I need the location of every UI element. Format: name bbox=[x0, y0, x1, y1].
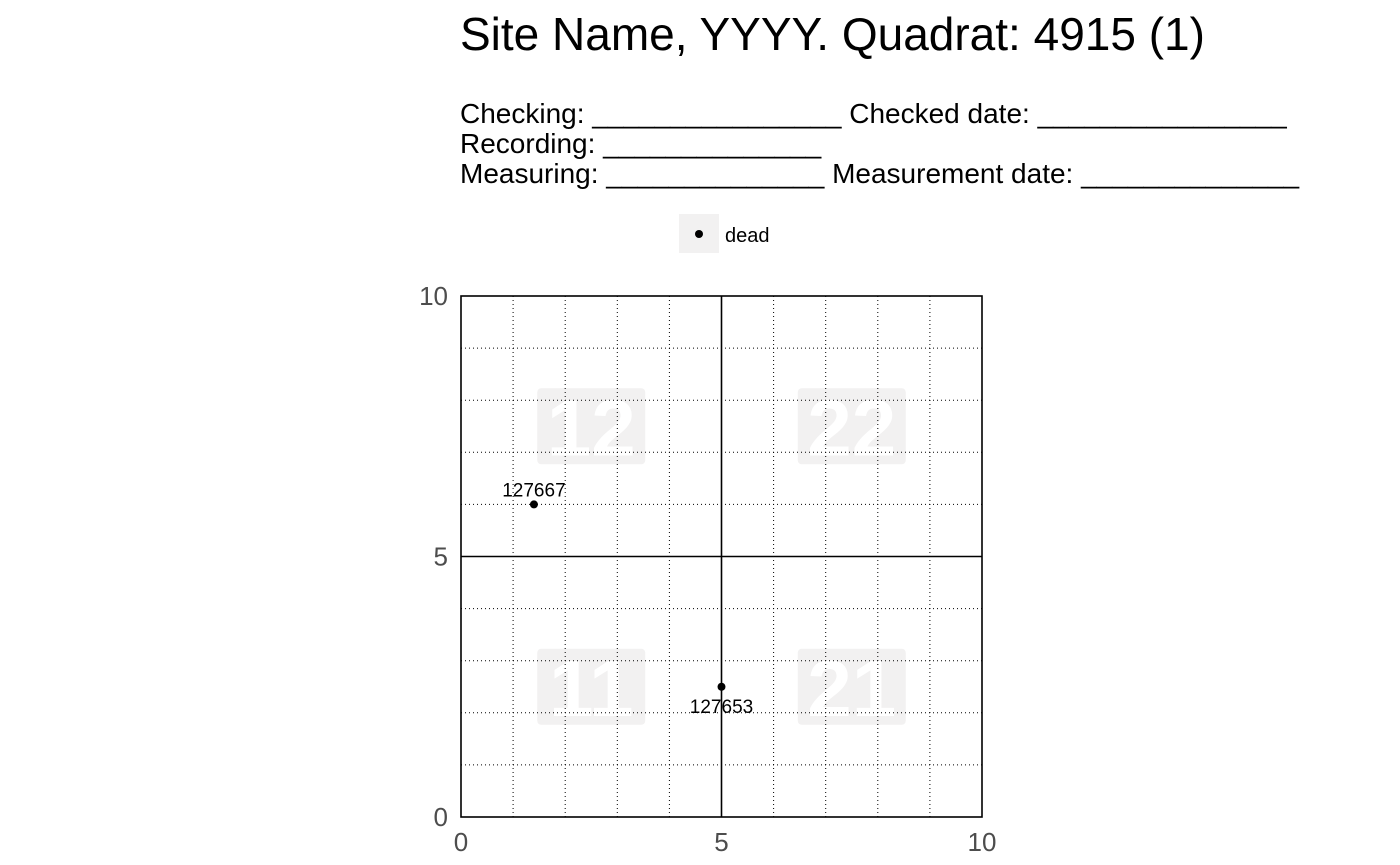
subtitle-recording-line: Recording: ______________ bbox=[460, 128, 822, 159]
y-tick-label: 5 bbox=[434, 542, 448, 572]
legend: dead bbox=[679, 214, 770, 253]
subquadrat-label-bg bbox=[537, 388, 646, 465]
subquadrat-label-bg bbox=[537, 648, 646, 725]
plot-border bbox=[460, 295, 983, 818]
grid bbox=[461, 296, 982, 817]
data-points: 127667 127653 bbox=[502, 480, 753, 717]
subquadrat-label: 12 bbox=[547, 383, 636, 472]
y-tick-label: 0 bbox=[434, 802, 448, 832]
y-tick-label: 10 bbox=[419, 281, 448, 311]
subtitle-checking-line: Checking: ________________ Checked date:… bbox=[460, 98, 1287, 129]
chart-title: Site Name, YYYY. Quadrat: 4915 (1) bbox=[460, 8, 1205, 60]
data-point bbox=[529, 500, 538, 509]
legend-key-dead bbox=[695, 230, 703, 238]
point-label: 127653 bbox=[690, 697, 753, 718]
data-point bbox=[717, 682, 726, 691]
legend-label-dead: dead bbox=[725, 225, 770, 247]
subquadrat-label-bg bbox=[797, 648, 906, 725]
x-tick-label: 10 bbox=[968, 827, 997, 857]
axes: 0 5 10 0 5 10 bbox=[419, 281, 996, 857]
subquadrat-label: 21 bbox=[807, 644, 896, 733]
subquadrat-labels: 12 22 11 21 bbox=[537, 383, 906, 733]
subquadrat-label: 22 bbox=[807, 383, 896, 472]
subtitle-measuring-line: Measuring: ______________ Measurement da… bbox=[460, 158, 1300, 189]
x-tick-label: 0 bbox=[454, 827, 468, 857]
point-label: 127667 bbox=[502, 480, 565, 501]
x-tick-label: 5 bbox=[714, 827, 728, 857]
subquadrat-label-bg bbox=[797, 388, 906, 465]
subquadrat-label: 11 bbox=[549, 644, 634, 733]
